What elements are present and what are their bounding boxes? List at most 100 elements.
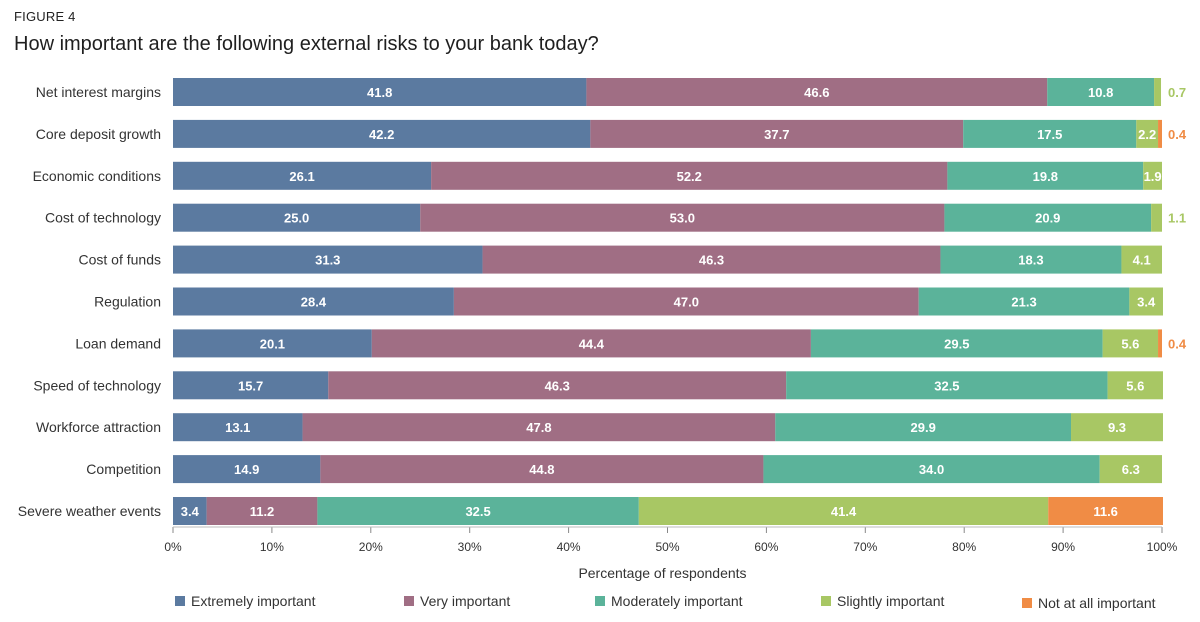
data-label: 47.8 [526, 420, 551, 435]
data-label: 4.1 [1133, 253, 1151, 268]
bar-segment [1143, 161, 1162, 190]
bar-segment [173, 119, 591, 148]
bar-segment [590, 119, 964, 148]
bar-segment [1129, 287, 1163, 316]
bar-segment [918, 287, 1130, 316]
bar-row: Regulation 28.4 47.0 21.3 3.4 [94, 287, 1163, 316]
data-label: 47.0 [674, 295, 699, 310]
bar-row: Economic conditions 26.1 52.2 19.8 1.9 [33, 161, 1162, 190]
bar-segment [1071, 413, 1163, 442]
data-label: 32.5 [934, 378, 959, 393]
bar-row: Net interest margins 41.8 46.6 10.8 0.7 [36, 78, 1186, 106]
x-tick-label: 0% [164, 540, 182, 554]
bar-segment [947, 161, 1144, 190]
x-tick-label: 90% [1051, 540, 1075, 554]
data-label: 26.1 [289, 169, 314, 184]
data-label: 18.3 [1018, 253, 1043, 268]
data-label: 3.4 [1137, 295, 1156, 310]
category-label: Loan demand [75, 335, 161, 351]
bar-segment [317, 497, 639, 525]
bar-segment [173, 413, 303, 442]
bar-segment [173, 245, 483, 274]
data-label: 29.9 [911, 420, 936, 435]
data-label: 11.6 [1093, 504, 1118, 519]
data-label: 14.9 [234, 462, 259, 477]
data-label: 37.7 [764, 127, 789, 142]
x-axis: 0% 10% 20% 30% 40% 50% 60% 70% 80% 90% 100% Percent… [164, 526, 1178, 581]
bar-segment [638, 497, 1049, 525]
legend-label: Moderately important [611, 593, 743, 609]
data-label: 42.2 [369, 127, 394, 142]
bar-segment [420, 203, 945, 232]
data-label: 5.6 [1121, 336, 1139, 351]
data-label: 17.5 [1037, 127, 1062, 142]
legend-swatch [1022, 598, 1032, 608]
legend-label: Very important [420, 593, 510, 609]
bar-segment [1121, 245, 1162, 274]
category-label: Cost of funds [79, 252, 162, 268]
bar-segment [810, 329, 1103, 358]
data-label: 0.4 [1168, 127, 1187, 142]
x-tick-label: 30% [458, 540, 482, 554]
bar-row: Competition 14.9 44.8 34.0 6.3 [86, 455, 1162, 484]
bar-segment [586, 78, 1048, 106]
bar-segment [1047, 78, 1155, 106]
x-tick-label: 40% [557, 540, 581, 554]
bar-segment [1102, 329, 1159, 358]
legend: Extremely important Very important Moderat… [175, 593, 1156, 611]
data-label: 28.4 [301, 295, 327, 310]
data-label: 41.4 [831, 504, 857, 519]
bar-segment [328, 371, 787, 400]
bar-segment [786, 371, 1108, 400]
data-label: 20.9 [1035, 211, 1060, 226]
x-tick-label: 60% [754, 540, 778, 554]
category-label: Workforce attraction [36, 419, 161, 435]
category-label: Cost of technology [45, 210, 161, 226]
x-tick-label: 20% [359, 540, 383, 554]
bar-segment [173, 287, 454, 316]
bar-segment [963, 119, 1137, 148]
data-label: 34.0 [919, 462, 944, 477]
data-label: 6.3 [1122, 462, 1140, 477]
data-label: 53.0 [670, 211, 695, 226]
category-label: Severe weather events [18, 503, 161, 519]
legend-swatch [821, 596, 831, 606]
bar-segment [1099, 455, 1162, 484]
data-label: 1.9 [1144, 169, 1162, 184]
legend-swatch [404, 596, 414, 606]
bar-segment [302, 413, 776, 442]
data-label: 44.4 [579, 336, 605, 351]
category-label: Regulation [94, 294, 161, 310]
x-tick-label: 10% [260, 540, 284, 554]
category-label: Net interest margins [36, 84, 161, 100]
data-label: 13.1 [225, 420, 250, 435]
data-label: 46.3 [545, 378, 570, 393]
x-tick-label: 70% [853, 540, 877, 554]
data-label: 31.3 [315, 253, 340, 268]
bar-row: Loan demand 20.1 44.4 29.5 5.6 0.4 [75, 329, 1187, 358]
category-label: Core deposit growth [36, 126, 161, 142]
data-label: 19.8 [1033, 169, 1058, 184]
bar-row: Core deposit growth 42.2 37.7 17.5 2.2 0.4 [36, 119, 1187, 148]
data-label: 32.5 [465, 504, 490, 519]
legend-swatch [595, 596, 605, 606]
bar-segment [775, 413, 1072, 442]
data-label: 46.3 [699, 253, 724, 268]
x-tick-label: 80% [952, 540, 976, 554]
data-label: 15.7 [238, 378, 263, 393]
bar-segment [173, 78, 587, 106]
data-label: 46.6 [804, 85, 829, 100]
bar-segment [944, 203, 1152, 232]
legend-item: Not at all important [1022, 595, 1156, 611]
bar-segment [206, 497, 318, 525]
data-label: 2.2 [1138, 127, 1156, 142]
data-label: 41.8 [367, 85, 392, 100]
bar-row: Cost of technology 25.0 53.0 20.9 1.1 [45, 203, 1186, 232]
data-label: 0.4 [1168, 336, 1187, 351]
bar-segment [173, 329, 372, 358]
bar-segment [1154, 78, 1162, 106]
data-label: 9.3 [1108, 420, 1126, 435]
legend-label: Slightly important [837, 593, 944, 609]
bar-segment [371, 329, 811, 358]
